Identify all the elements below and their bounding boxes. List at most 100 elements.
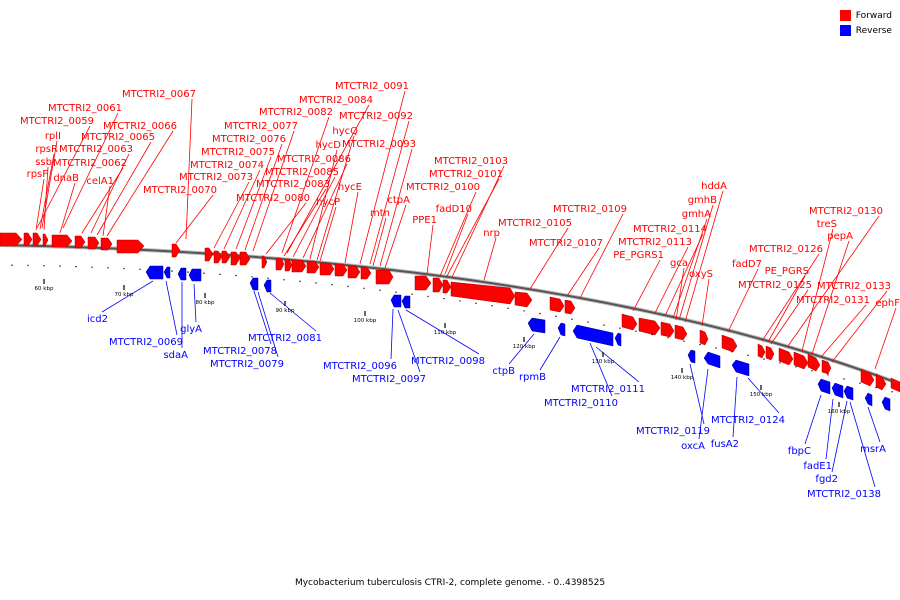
forward-gene-label-mtn[interactable]: mtn: [370, 208, 390, 219]
reverse-gene-label-fusa2[interactable]: fusA2: [711, 439, 739, 450]
forward-gene-label-mtctri2-0107[interactable]: MTCTRI2_0107: [529, 238, 603, 249]
forward-gene-arrow[interactable]: [860, 368, 875, 387]
reverse-gene-arrow[interactable]: [572, 324, 614, 347]
forward-gene-label-mtctri2-0066[interactable]: MTCTRI2_0066: [103, 121, 177, 132]
forward-gene-label-mtctri2-0101[interactable]: MTCTRI2_0101: [429, 169, 503, 180]
forward-gene-arrow[interactable]: [442, 279, 452, 294]
forward-gene-arrow[interactable]: [757, 343, 766, 359]
reverse-gene-label-mtctri2-0079[interactable]: MTCTRI2_0079: [210, 359, 284, 370]
forward-gene-arrow[interactable]: [375, 269, 394, 285]
forward-gene-arrow[interactable]: [319, 262, 335, 276]
forward-gene-label-mtctri2-0093[interactable]: MTCTRI2_0093: [342, 139, 416, 150]
forward-gene-label-mtctri2-0077[interactable]: MTCTRI2_0077: [224, 121, 298, 132]
forward-gene-label-mtctri2-0125[interactable]: MTCTRI2_0125: [738, 280, 812, 291]
forward-gene-arrow[interactable]: [699, 329, 709, 346]
forward-gene-label-gmhb[interactable]: gmhB: [688, 195, 717, 206]
reverse-gene-label-oxca[interactable]: oxcA: [681, 441, 705, 452]
forward-gene-label-mtctri2-0063[interactable]: MTCTRI2_0063: [59, 144, 133, 155]
reverse-gene-arrow[interactable]: [614, 332, 622, 347]
forward-gene-label-mtctri2-0109[interactable]: MTCTRI2_0109: [553, 204, 627, 215]
reverse-gene-arrow[interactable]: [527, 317, 546, 334]
reverse-gene-arrow[interactable]: [188, 268, 202, 282]
forward-gene-label-gmha[interactable]: gmhA: [682, 209, 711, 220]
forward-gene-arrow[interactable]: [42, 233, 49, 247]
forward-gene-label-gca[interactable]: gca: [670, 258, 688, 269]
forward-gene-arrow[interactable]: [284, 258, 293, 272]
forward-gene-arrow[interactable]: [87, 236, 100, 250]
reverse-gene-arrow[interactable]: [263, 279, 272, 293]
forward-gene-label-dnab[interactable]: dnaB: [53, 173, 79, 184]
forward-gene-label-mtctri2-0061[interactable]: MTCTRI2_0061: [48, 103, 122, 114]
forward-gene-label-ctpa[interactable]: ctpA: [387, 195, 410, 206]
forward-gene-arrow[interactable]: [807, 353, 821, 372]
forward-gene-arrow[interactable]: [74, 235, 86, 249]
forward-gene-label-mtctri2-0113[interactable]: MTCTRI2_0113: [618, 237, 692, 248]
reverse-gene-arrow[interactable]: [731, 359, 750, 377]
reverse-gene-arrow[interactable]: [843, 385, 854, 401]
reverse-gene-arrow[interactable]: [401, 295, 411, 309]
forward-gene-label-rpsf[interactable]: rpsF: [27, 169, 49, 180]
forward-gene-arrow[interactable]: [821, 359, 832, 375]
reverse-gene-label-mtctri2-0096[interactable]: MTCTRI2_0096: [323, 361, 397, 372]
forward-gene-label-mtctri2-0105[interactable]: MTCTRI2_0105: [498, 218, 572, 229]
forward-gene-label-mtctri2-0092[interactable]: MTCTRI2_0092: [339, 111, 413, 122]
forward-gene-label-ephf[interactable]: ephF: [875, 298, 900, 309]
reverse-gene-label-glya[interactable]: glyA: [180, 324, 202, 335]
reverse-gene-arrow[interactable]: [687, 349, 696, 364]
forward-gene-label-mtctri2-0062[interactable]: MTCTRI2_0062: [53, 158, 127, 169]
forward-gene-label-mtctri2-0076[interactable]: MTCTRI2_0076: [212, 134, 286, 145]
forward-gene-arrow[interactable]: [204, 247, 214, 262]
forward-gene-label-mtctri2-0086[interactable]: MTCTRI2_0086: [277, 154, 351, 165]
reverse-gene-label-mtctri2-0111[interactable]: MTCTRI2_0111: [571, 384, 645, 395]
forward-gene-label-mtctri2-0114[interactable]: MTCTRI2_0114: [633, 224, 707, 235]
forward-gene-label-pepa[interactable]: pepA: [827, 231, 853, 242]
forward-gene-arrow[interactable]: [432, 277, 444, 293]
reverse-gene-arrow[interactable]: [177, 267, 187, 281]
forward-gene-arrow[interactable]: [660, 321, 675, 338]
forward-gene-label-mtctri2-0091[interactable]: MTCTRI2_0091: [335, 81, 409, 92]
forward-gene-arrow[interactable]: [32, 232, 42, 247]
reverse-gene-arrow[interactable]: [864, 392, 873, 407]
forward-gene-arrow[interactable]: [450, 281, 516, 305]
forward-gene-arrow[interactable]: [261, 255, 268, 269]
forward-gene-label-fadd7[interactable]: fadD7: [732, 259, 762, 270]
forward-gene-arrow[interactable]: [171, 243, 181, 258]
forward-gene-label-fadd10[interactable]: fadD10: [436, 204, 472, 215]
reverse-gene-label-ctpb[interactable]: ctpB: [492, 366, 515, 377]
forward-gene-label-mtctri2-0080[interactable]: MTCTRI2_0080: [236, 193, 310, 204]
forward-gene-label-mtctri2-0126[interactable]: MTCTRI2_0126: [749, 244, 823, 255]
forward-gene-arrow[interactable]: [213, 250, 223, 264]
forward-gene-arrow[interactable]: [347, 265, 361, 279]
reverse-gene-label-fbpc[interactable]: fbpC: [788, 446, 811, 457]
forward-gene-arrow[interactable]: [306, 260, 320, 274]
reverse-gene-arrow[interactable]: [163, 266, 171, 279]
forward-gene-arrow[interactable]: [414, 275, 432, 291]
forward-gene-label-hycd[interactable]: hycD: [316, 140, 342, 151]
reverse-gene-label-mtctri2-0098[interactable]: MTCTRI2_0098: [411, 356, 485, 367]
forward-gene-label-rpli[interactable]: rplI: [45, 131, 61, 142]
reverse-gene-arrow[interactable]: [817, 378, 831, 395]
reverse-gene-label-fade1[interactable]: fadE1: [803, 461, 832, 472]
forward-gene-label-mtctri2-0083[interactable]: MTCTRI2_0083: [256, 179, 330, 190]
reverse-gene-label-mtctri2-0069[interactable]: MTCTRI2_0069: [109, 337, 183, 348]
forward-gene-arrow[interactable]: [721, 334, 738, 353]
forward-gene-label-hyce[interactable]: hycE: [338, 182, 362, 193]
forward-gene-label-oxys[interactable]: oxyS: [689, 269, 713, 280]
forward-gene-label-rpsr[interactable]: rpsR: [35, 144, 58, 155]
reverse-gene-label-fgd2[interactable]: fgd2: [815, 474, 838, 485]
reverse-gene-arrow[interactable]: [249, 277, 259, 291]
forward-gene-label-mtctri2-0130[interactable]: MTCTRI2_0130: [809, 206, 883, 217]
forward-gene-label-mtctri2-0075[interactable]: MTCTRI2_0075: [201, 147, 275, 158]
forward-gene-arrow[interactable]: [360, 266, 372, 280]
forward-gene-arrow[interactable]: [275, 257, 285, 271]
forward-gene-label-mtctri2-0082[interactable]: MTCTRI2_0082: [259, 107, 333, 118]
forward-gene-arrow[interactable]: [793, 351, 809, 370]
reverse-gene-label-mtctri2-0078[interactable]: MTCTRI2_0078: [203, 346, 277, 357]
reverse-gene-label-mtctri2-0124[interactable]: MTCTRI2_0124: [711, 415, 785, 426]
forward-gene-arrow[interactable]: [674, 324, 688, 341]
reverse-gene-arrow[interactable]: [557, 322, 566, 337]
forward-gene-label-mtctri2-0084[interactable]: MTCTRI2_0084: [299, 95, 373, 106]
forward-gene-arrow[interactable]: [549, 296, 565, 313]
forward-gene-arrow[interactable]: [514, 291, 533, 308]
forward-gene-label-mtctri2-0070[interactable]: MTCTRI2_0070: [143, 185, 217, 196]
